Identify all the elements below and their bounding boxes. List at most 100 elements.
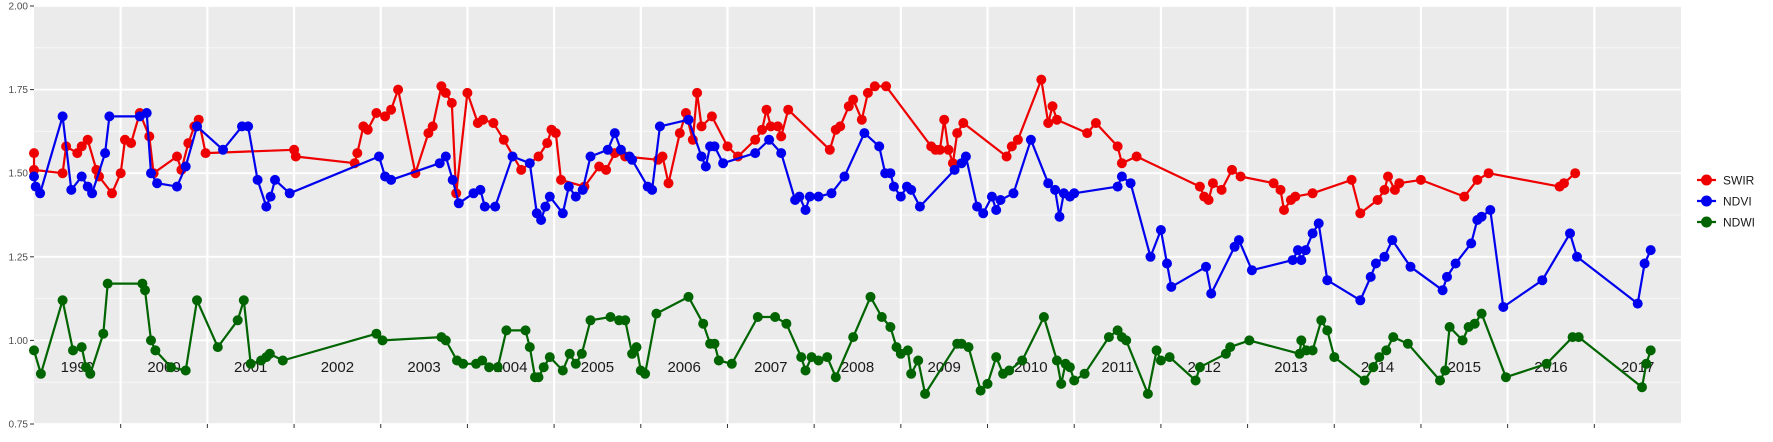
data-point-ndwi [885,322,896,332]
data-point-ndwi [245,358,256,369]
data-point-swir [1082,128,1093,139]
legend: SWIR NDVI NDWI [1697,174,1755,230]
data-point-ndvi [218,144,228,155]
data-point-ndvi [1632,298,1643,309]
data-point-ndwi [484,362,495,373]
data-point-swir [1268,178,1279,189]
data-point-swir [1483,168,1494,179]
data-point-ndwi [620,315,631,326]
data-point-ndvi [1043,178,1054,189]
data-point-ndvi [180,161,191,172]
data-point-swir [657,151,668,162]
data-point-ndvi [374,151,384,162]
data-point-ndwi [1388,332,1399,343]
data-point-ndvi [1008,188,1019,199]
data-point-ndvi [615,144,626,155]
data-point-ndwi [1225,342,1236,353]
data-point-swir [765,121,776,132]
data-point-ndvi [475,184,486,195]
data-point-ndvi [192,121,202,132]
data-point-ndvi [1370,258,1381,269]
data-point-ndvi [1498,302,1509,312]
data-point-ndwi [631,342,642,353]
year-label: 2015 [1448,359,1481,376]
data-point-swir [783,104,794,115]
data-point-ndvi [1405,261,1416,272]
data-point-ndvi [1166,281,1177,292]
data-point-ndwi [1307,345,1318,356]
data-point-ndvi [885,168,896,179]
data-point-ndvi [776,148,787,159]
data-point-ndwi [640,368,651,379]
data-point-ndvi [540,201,551,212]
data-point-ndwi [1051,355,1062,366]
data-point-swir [533,151,544,162]
data-point-ndvi [1442,271,1452,282]
data-point-ndvi [1645,245,1656,256]
data-point-swir [943,144,954,155]
data-point-ndvi [1145,251,1156,262]
data-point-ndvi [141,108,152,118]
data-point-ndvi [602,144,613,155]
data-point-ndwi [232,315,243,326]
data-point-ndwi [1457,335,1468,346]
data-point-ndvi [1054,211,1065,222]
data-point-swir [1559,178,1569,189]
data-point-swir [542,138,553,149]
data-point-ndvi [1313,218,1324,229]
data-point-swir [440,87,451,98]
year-label: 2003 [407,359,440,376]
data-point-ndvi [1437,285,1448,296]
data-point-ndwi [1435,375,1445,386]
year-label: 2002 [321,359,354,376]
data-point-ndwi [1017,355,1028,366]
data-point-ndvi [978,208,989,219]
data-point-ndwi [770,312,781,322]
data-point-swir [393,84,404,95]
data-point-ndwi [544,352,555,363]
data-point-ndvi [284,188,295,199]
data-point-swir [1036,74,1047,85]
data-point-ndvi [1116,171,1127,182]
data-point-ndvi [804,191,815,202]
data-point-ndwi [920,388,931,399]
data-point-ndvi [986,191,997,202]
data-point-ndvi [696,151,707,162]
data-point-ndvi [104,111,115,122]
data-point-swir [1346,174,1357,185]
data-point-swir [862,87,873,98]
data-point-ndvi [914,201,925,212]
year-label: 2008 [841,359,874,376]
data-point-ndwi [1641,358,1652,369]
data-point-ndwi [813,355,824,366]
data-point-ndvi [1476,211,1487,222]
data-point-ndvi [1296,255,1307,266]
data-point-swir [1112,141,1123,152]
minor-gridlines [34,47,1681,383]
data-point-ndwi [1155,355,1166,366]
data-point-ndvi [100,148,111,159]
data-point-ndwi [1142,388,1153,399]
data-point-swir [290,151,301,162]
data-point-ndvi [800,205,811,215]
y-tick-label: 1.25 [9,252,29,263]
data-point-ndvi [570,191,581,202]
data-point-ndvi [826,188,837,199]
data-point-ndvi [1112,181,1123,192]
data-point-ndvi [252,174,263,185]
data-point-ndwi [1151,345,1162,356]
data-point-ndvi [1201,261,1211,272]
data-point-ndwi [1121,335,1132,346]
data-point-ndvi [1379,251,1390,262]
data-point-ndwi [975,385,986,396]
data-point-ndwi [683,291,694,302]
y-tick-label: 1.75 [9,85,29,96]
data-point-ndvi [718,158,729,169]
data-point-swir [1227,164,1237,175]
data-point-swir [516,164,527,175]
data-point-ndvi [874,141,885,152]
data-point-ndvi [991,205,1002,215]
data-point-ndvi [585,151,596,162]
data-point-ndwi [1381,345,1392,356]
data-point-ndwi [29,345,39,356]
